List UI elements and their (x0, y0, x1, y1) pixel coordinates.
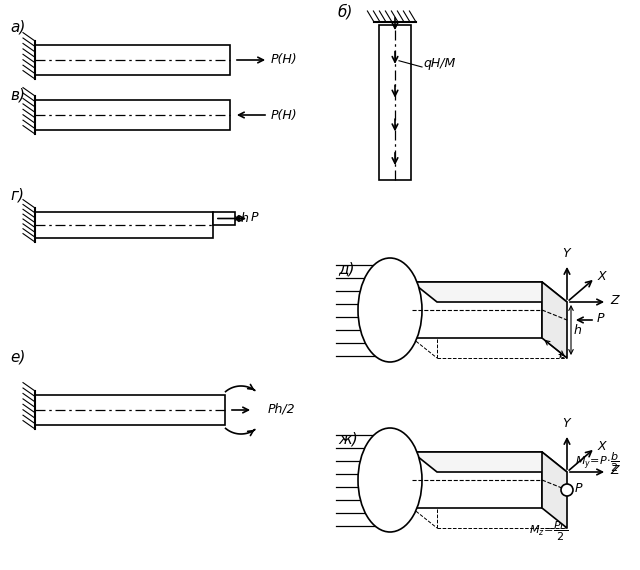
Text: h: h (241, 212, 249, 225)
Text: b: b (559, 348, 566, 360)
Text: ж): ж) (338, 432, 358, 447)
Bar (35, 45, 230, 75)
Polygon shape (542, 282, 567, 358)
Text: qH/M: qH/M (423, 56, 455, 70)
Text: Y: Y (562, 247, 570, 260)
Text: P: P (597, 312, 605, 325)
Text: е): е) (10, 350, 26, 365)
Text: д): д) (338, 262, 355, 277)
Ellipse shape (358, 258, 422, 362)
Circle shape (561, 484, 573, 496)
Text: $M_z\!=\!\dfrac{Ph}{2}$: $M_z\!=\!\dfrac{Ph}{2}$ (529, 520, 569, 543)
Text: Z: Z (610, 465, 619, 478)
Text: X: X (598, 270, 607, 283)
Text: Z: Z (610, 295, 619, 307)
Polygon shape (412, 282, 542, 338)
Text: а): а) (10, 20, 26, 35)
Text: б): б) (338, 4, 353, 19)
Text: г): г) (10, 187, 24, 202)
Polygon shape (412, 282, 567, 302)
Bar (213, 212, 235, 225)
Polygon shape (412, 452, 542, 508)
Text: P(H): P(H) (271, 108, 298, 121)
Text: h: h (574, 324, 582, 336)
Text: P: P (251, 211, 259, 224)
Text: Y: Y (562, 417, 570, 430)
Text: в): в) (10, 87, 25, 102)
Ellipse shape (358, 428, 422, 532)
Text: $M_y\!=\!P\!\cdot\!\dfrac{b}{2}$: $M_y\!=\!P\!\cdot\!\dfrac{b}{2}$ (575, 450, 620, 474)
Bar (35, 212, 213, 238)
Polygon shape (542, 452, 567, 528)
Bar (35, 100, 230, 130)
Text: P: P (575, 482, 582, 495)
Bar (379, 25, 411, 180)
Text: P(H): P(H) (271, 54, 298, 67)
Text: Ph/2: Ph/2 (268, 402, 296, 416)
Polygon shape (412, 452, 567, 472)
Text: X: X (598, 439, 607, 453)
Bar (35, 395, 225, 425)
